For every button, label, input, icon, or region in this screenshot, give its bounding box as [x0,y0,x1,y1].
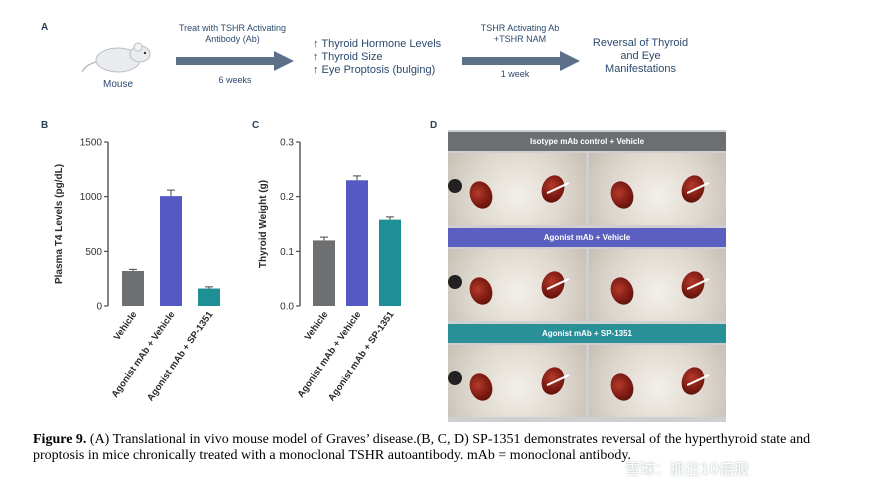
eye-photo [448,249,586,321]
step1-label: Treat with TSHR Activating Antibody (Ab) [178,23,287,44]
panel-a-letter: A [41,22,49,33]
eye-photo [588,249,726,321]
y-tick-label: 1500 [80,138,103,149]
y-tick-label: 0.2 [280,192,294,203]
figure-caption: Figure 9. (A) Translational in vivo mous… [33,432,863,464]
effect-item: ↑ Eye Proptosis (bulging) [313,64,436,76]
bar [122,271,144,306]
y-tick-label: 500 [85,247,102,258]
category-label: Agonist mAb + Vehicle [110,309,178,399]
y-axis-label: Thyroid Weight (g) [258,180,269,268]
photo-group-label: Agonist mAb + Vehicle [448,228,726,247]
y-axis-label: Plasma T4 Levels (pg/dL) [54,164,65,284]
y-tick-label: 1000 [80,192,103,203]
step1-duration: 6 weeks [218,75,252,85]
caption-text: (A) Translational in vivo mouse model of… [33,432,811,463]
step2-duration: 1 week [500,69,530,79]
bar [160,196,182,306]
eye-photo [448,153,586,225]
figure-label: Figure 9. [33,432,87,447]
y-tick-label: 0 [96,302,102,313]
chart-c-thyroid-weight: 0.0 0.1 0.2 0.3 Thyroid Weight (g) VehicleAgo… [258,138,401,403]
category-label: Agonist mAb + SP-1351 [326,309,397,403]
eye-photo [588,345,726,417]
arrow-1-icon [176,51,294,71]
bar [346,180,368,306]
effects-list: ↑ Thyroid Hormone Levels ↑ Thyroid Size … [313,38,463,77]
category-label: Agonist mAb + SP-1351 [145,309,216,403]
y-tick-label: 0.0 [280,302,294,313]
effect-item: ↑ Thyroid Hormone Levels [313,38,442,50]
panel-c-letter: C [252,120,260,131]
y-tick-label: 0.1 [280,247,294,258]
step2-label: TSHR Activating Ab +TSHR NAM [480,23,560,44]
panel-b-letter: B [41,120,49,131]
photo-group-label: Isotype mAb control + Vehicle [448,132,726,151]
category-label: Vehicle [112,309,140,342]
eye-photo-panel: Isotype mAb control + Vehicle Agonist mA… [448,130,726,422]
bar [313,240,335,306]
mouse-label: Mouse [103,79,134,90]
category-label: Vehicle [303,309,331,342]
panel-d-letter: D [430,120,438,131]
mouse-illustration [82,42,151,73]
watermark-text: 雪球：抓住10倍股 [625,460,750,478]
arrow-2-icon [462,51,580,71]
eye-photo [588,153,726,225]
photo-group-label: Agonist mAb + SP-1351 [448,324,726,343]
photo-row [448,153,726,225]
outcome-label: Reversal of Thyroid and Eye Manifestatio… [592,37,689,75]
eye-photo [448,345,586,417]
photo-row [448,249,726,321]
effect-item: ↑ Thyroid Size [313,51,383,63]
bar [198,288,220,306]
bar [379,219,401,306]
photo-row [448,345,726,417]
y-tick-label: 0.3 [280,138,294,149]
category-label: Agonist mAb + Vehicle [296,309,364,399]
chart-b-t4-levels: 0 500 1000 1500 Plasma T4 Levels (pg/dL) Vehi… [54,138,220,403]
